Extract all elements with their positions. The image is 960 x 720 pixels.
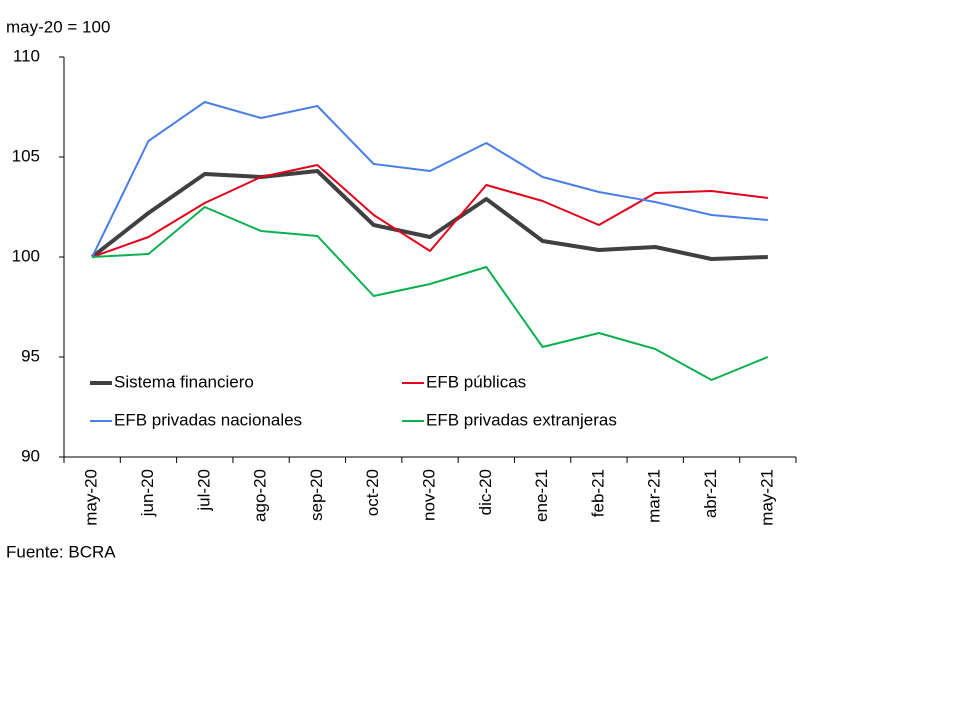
x-tick-label: jul-20: [194, 469, 213, 512]
series-line: [91, 101, 768, 258]
x-tick-label: feb-21: [588, 469, 607, 517]
x-tick-label: may-21: [757, 469, 776, 526]
x-tick-label: nov-20: [419, 469, 438, 521]
series-line: [91, 164, 768, 258]
legend-label: Sistema financiero: [114, 372, 254, 391]
x-tick-label: mar-21: [645, 469, 664, 523]
y-tick-label: 100: [12, 246, 40, 265]
x-tick-label: jun-20: [138, 469, 157, 517]
legend-label: EFB privadas nacionales: [114, 410, 302, 429]
y-tick-label: 110: [13, 46, 40, 65]
source: Fuente: BCRA: [6, 542, 116, 561]
x-tick-label: may-20: [82, 469, 101, 526]
x-tick-label: abr-21: [701, 469, 720, 518]
legend-label: EFB públicas: [426, 372, 526, 391]
series-line: [92, 206, 769, 381]
x-tick-label: dic-20: [476, 469, 495, 515]
legend-label: EFB privadas extranjeras: [426, 410, 617, 429]
y-axis-label: may-20 = 100: [6, 17, 110, 36]
y-tick-label: 105: [12, 146, 40, 165]
x-tick-label: ago-20: [251, 469, 270, 522]
x-tick-label: oct-20: [363, 469, 382, 516]
y-tick-label: 95: [21, 346, 40, 365]
y-tick-label: 90: [21, 446, 40, 465]
x-tick-label: sep-20: [307, 469, 326, 521]
series-line: [90, 169, 768, 261]
x-tick-label: ene-21: [532, 469, 551, 522]
